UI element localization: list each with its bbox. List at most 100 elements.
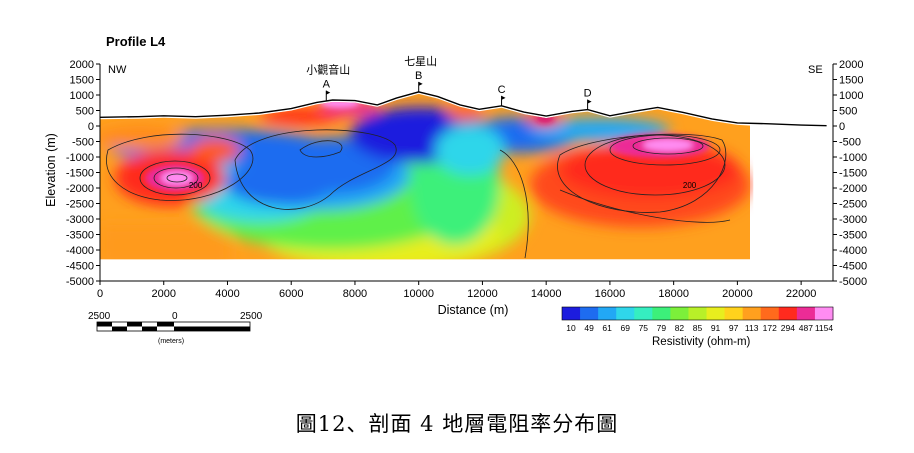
colorbar-swatch: [760, 307, 780, 320]
colorbar-swatch: [796, 307, 816, 320]
peak-letter: C: [498, 84, 506, 96]
peak-marker-a: A 小觀音山: [306, 63, 350, 101]
scale-label-right: 2500: [240, 311, 263, 322]
y-tick-label-right: -1000: [839, 152, 867, 164]
x-tick-label: 20000: [722, 288, 753, 300]
chart-title: Profile L4: [106, 34, 166, 49]
peak-name: 七星山: [404, 55, 437, 68]
colorbar-swatch: [616, 307, 635, 320]
y-tick-label: 1500: [70, 75, 94, 87]
resistivity-profile-figure: Profile L4: [44, 34, 867, 348]
y-tick-label-right: -3500: [839, 230, 867, 242]
y-axis-left: 2000 1500 1000 500 0 -500 -1000 -1500 -2000 -2500…: [66, 59, 100, 288]
contour-label: 200: [683, 181, 697, 190]
colorbar-swatch: [652, 307, 671, 320]
x-tick-label: 12000: [467, 288, 498, 300]
y-tick-label: -1500: [66, 168, 94, 180]
y-tick-label: -3500: [66, 230, 94, 242]
colorbar-swatch: [670, 307, 689, 320]
colorbar-swatch: [688, 307, 708, 320]
x-tick-label: 10000: [403, 288, 434, 300]
topography-line: [99, 91, 827, 127]
y-tick-label-right: -500: [839, 137, 861, 149]
y-tick-label: -2000: [66, 183, 94, 195]
se-label: SE: [808, 64, 823, 76]
colorbar-label: 294: [781, 323, 795, 333]
y-tick-label-right: -2500: [839, 199, 867, 211]
colorbar-label: 75: [639, 323, 649, 333]
y-tick-label: 1000: [70, 90, 94, 102]
colorbar-swatch: [634, 307, 653, 320]
peak-marker-c: C: [498, 84, 506, 106]
y-tick-label: 2000: [70, 59, 94, 71]
y-axis-title: Elevation (m): [44, 133, 58, 207]
peak-marker-d: D: [584, 88, 592, 110]
resistivity-section: 200 200: [99, 91, 827, 260]
colorbar-border: [561, 306, 834, 321]
colorbar-label: 487: [799, 323, 813, 333]
y-tick-label-right: 0: [839, 121, 845, 133]
colorbar-swatch: [598, 307, 617, 320]
colorbar-swatch: [778, 307, 798, 320]
colorbar-swatch: [742, 307, 762, 320]
x-tick-label: 2000: [151, 288, 175, 300]
x-tick-label: 14000: [531, 288, 562, 300]
colorbar-label: 10: [566, 323, 576, 333]
x-tick-label: 8000: [343, 288, 367, 300]
colorbar-label: 113: [745, 323, 759, 333]
colorbar-label: 172: [763, 323, 777, 333]
colorbar-swatch: [814, 307, 834, 320]
y-tick-label: -2500: [66, 199, 94, 211]
y-tick-label-right: 1500: [839, 75, 863, 87]
colorbar-label: 49: [584, 323, 594, 333]
peak-letter: A: [323, 79, 331, 91]
colorbar-label: 1154: [815, 323, 834, 333]
x-tick-label: 16000: [595, 288, 626, 300]
x-axis-title: Distance (m): [438, 303, 509, 317]
colorbar-swatch: [724, 307, 744, 320]
x-tick-label: 0: [97, 288, 103, 300]
y-tick-label-right: -1500: [839, 168, 867, 180]
colorbar-label: 79: [657, 323, 667, 333]
contour-label: 200: [189, 181, 203, 190]
scale-unit: (meters): [158, 338, 184, 345]
flag-icon: [326, 90, 331, 95]
scale-label-left: 2500: [88, 311, 111, 322]
y-tick-label-right: 1000: [839, 90, 863, 102]
flag-icon: [587, 99, 592, 104]
colorbar-title: Resistivity (ohm-m): [652, 336, 751, 348]
colorbar-label: 69: [620, 323, 630, 333]
y-tick-label: -4000: [66, 245, 94, 257]
scale-label-center: 0: [172, 311, 178, 322]
y-tick-label-right: -4000: [839, 245, 867, 257]
colorbar: 10 49 61 69 75 79 82 85 91 97 113 172 294 487 1154 Res…: [561, 306, 834, 348]
y-tick-label-right: -3000: [839, 214, 867, 226]
scale-bar: 2500 0 2500 (meters): [88, 311, 263, 345]
y-axis-right: 2000 1500 1000 500 0 -500 -1000 -1500 -2000 -2500…: [833, 59, 867, 288]
y-tick-label: 500: [76, 106, 94, 118]
flag-icon: [501, 95, 506, 100]
y-tick-label: -5000: [66, 276, 94, 288]
y-tick-label: -1000: [66, 152, 94, 164]
peak-letter: D: [584, 88, 592, 100]
y-tick-label: -4500: [66, 261, 94, 273]
colorbar-swatch: [580, 307, 599, 320]
colorbar-label: 85: [693, 323, 703, 333]
x-tick-label: 4000: [215, 288, 239, 300]
colorbar-label: 82: [675, 323, 685, 333]
x-tick-label: 22000: [786, 288, 817, 300]
y-tick-label-right: -2000: [839, 183, 867, 195]
colorbar-swatch: [706, 307, 726, 320]
colorbar-swatch: [562, 307, 581, 320]
peak-letter: B: [415, 70, 422, 82]
y-tick-label: 0: [88, 121, 94, 133]
peak-name: 小觀音山: [306, 63, 350, 77]
y-tick-label-right: 500: [839, 106, 857, 118]
x-axis: 0 2000 4000 6000 8000 10000 12000 14000 16000 180…: [97, 281, 816, 300]
nw-label: NW: [108, 64, 127, 76]
y-tick-label-right: -4500: [839, 261, 867, 273]
figure-caption: 圖12、剖面 4 地層電阻率分布圖: [295, 412, 619, 436]
colorbar-label: 97: [729, 323, 739, 333]
x-tick-label: 6000: [279, 288, 303, 300]
colorbar-label: 61: [602, 323, 612, 333]
